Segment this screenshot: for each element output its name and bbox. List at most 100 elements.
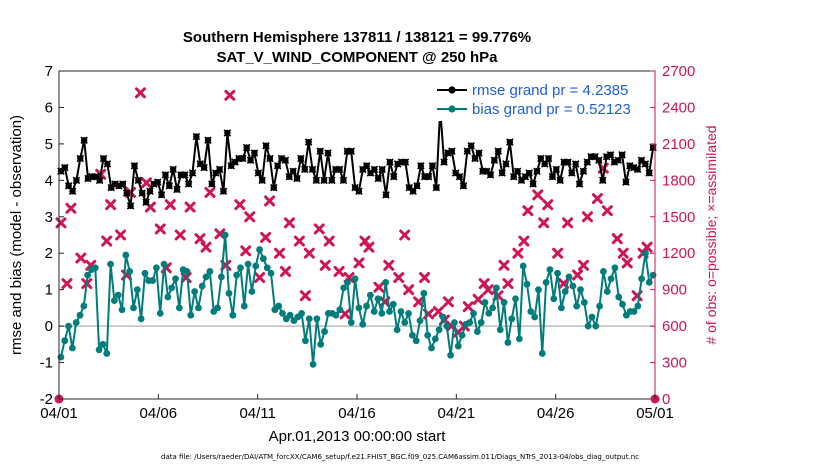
bias-point: [355, 304, 363, 312]
bias-point: [458, 331, 466, 339]
bias-point: [573, 302, 581, 310]
obs-assimilated-marker: [140, 177, 152, 189]
bias-point: [596, 302, 604, 310]
bias-point: [428, 344, 435, 352]
bias-point: [412, 337, 420, 345]
rmse-point: [262, 142, 270, 149]
bias-point: [126, 268, 134, 275]
bias-point: [363, 302, 370, 310]
rmse-point: [286, 173, 293, 180]
bias-point: [569, 282, 577, 290]
bias-point: [485, 309, 493, 317]
rmse-point: [599, 177, 606, 184]
rmse-point: [549, 173, 556, 180]
bias-point: [611, 264, 619, 272]
bias-point: [313, 315, 321, 323]
bias-point: [130, 304, 137, 312]
obs-assimilated-marker: [293, 235, 305, 247]
y-tick-label: 6: [45, 99, 53, 116]
rmse-point: [317, 147, 324, 155]
bias-point: [229, 311, 237, 319]
y-tick-label: 2: [45, 245, 53, 262]
legend: rmse grand pr = 4.2385 bias grand pr = 0…: [430, 77, 650, 121]
obs-assimilated-marker: [552, 247, 564, 259]
y-tick-label: 4: [45, 172, 53, 189]
rmse-point: [502, 160, 510, 168]
bias-point: [206, 268, 214, 275]
bias-point: [473, 328, 481, 335]
bias-point: [237, 264, 244, 272]
rmse-point: [305, 138, 312, 146]
bias-point: [489, 304, 497, 312]
bias-point: [160, 260, 168, 268]
rmse-point: [495, 147, 502, 155]
bias-point: [542, 278, 550, 286]
bias-point: [527, 308, 535, 315]
rmse-point: [464, 147, 471, 155]
rmse-point: [615, 157, 622, 164]
obs-assimilated-marker: [101, 235, 113, 247]
obs-assimilated-marker: [512, 247, 524, 259]
rmse-point: [142, 199, 150, 206]
bias-point: [214, 304, 221, 312]
bias-point: [149, 277, 157, 284]
obs-assimilated-marker: [393, 272, 405, 284]
bias-point: [470, 309, 477, 317]
obs-assimilated-marker: [353, 257, 365, 269]
bias-point: [80, 302, 88, 310]
bias-point: [565, 273, 573, 281]
bias-point: [309, 360, 317, 368]
bias-point: [523, 280, 531, 288]
legend-label-rmse: rmse grand pr = 4.2385: [472, 82, 628, 99]
legend-swatch-rmse-marker: [448, 86, 456, 94]
obs-assimilated-marker: [333, 265, 345, 277]
bias-point: [332, 311, 340, 319]
bias-point: [619, 300, 626, 308]
obs-assimilated-marker: [194, 233, 206, 245]
bias-point: [202, 273, 210, 281]
rmse-point: [347, 147, 355, 155]
obs-assimilated-marker: [299, 290, 311, 302]
rmse-point: [162, 171, 169, 179]
bias-point: [454, 342, 462, 350]
bias-point: [137, 315, 145, 323]
bias-point: [420, 289, 428, 297]
legend-label-bias: bias grand pr = 0.52123: [472, 101, 631, 118]
rmse-point: [328, 177, 336, 184]
legend-box: [430, 77, 650, 121]
rmse-point: [622, 178, 630, 186]
rmse-point: [533, 168, 541, 175]
rmse-point: [189, 169, 196, 177]
bias-point: [642, 249, 649, 257]
bias-point: [408, 331, 416, 339]
y2-tick-label: 2400: [662, 99, 695, 116]
rmse-point: [216, 166, 223, 173]
bias-point: [607, 275, 615, 283]
bias-point: [217, 273, 225, 281]
rmse-point: [297, 155, 305, 162]
rmse-point: [448, 147, 456, 155]
rmse-point: [139, 189, 146, 197]
rmse-point: [576, 180, 583, 188]
bias-point: [393, 326, 401, 334]
rmse-point: [293, 175, 301, 182]
y2-tick-label: 0: [662, 391, 670, 408]
rmse-point: [386, 158, 394, 166]
bias-point: [298, 309, 306, 317]
rmse-point: [456, 173, 463, 180]
bias-point: [275, 302, 283, 310]
rmse-point: [146, 188, 154, 195]
rmse-point: [541, 160, 548, 168]
y-tick-label: 1: [45, 282, 53, 299]
bias-point: [84, 271, 92, 279]
obs-assimilated-marker: [462, 301, 474, 313]
obs-assimilated-marker: [581, 211, 593, 223]
bias-point: [493, 284, 500, 292]
bias-point: [535, 286, 542, 294]
rmse-point: [355, 188, 363, 195]
bias-point: [321, 328, 328, 335]
bias-point: [114, 291, 122, 299]
x-tick-label: 04/21: [438, 405, 476, 422]
x-tick-label: 05/01: [636, 405, 674, 422]
obs-assimilated-marker: [75, 252, 87, 264]
